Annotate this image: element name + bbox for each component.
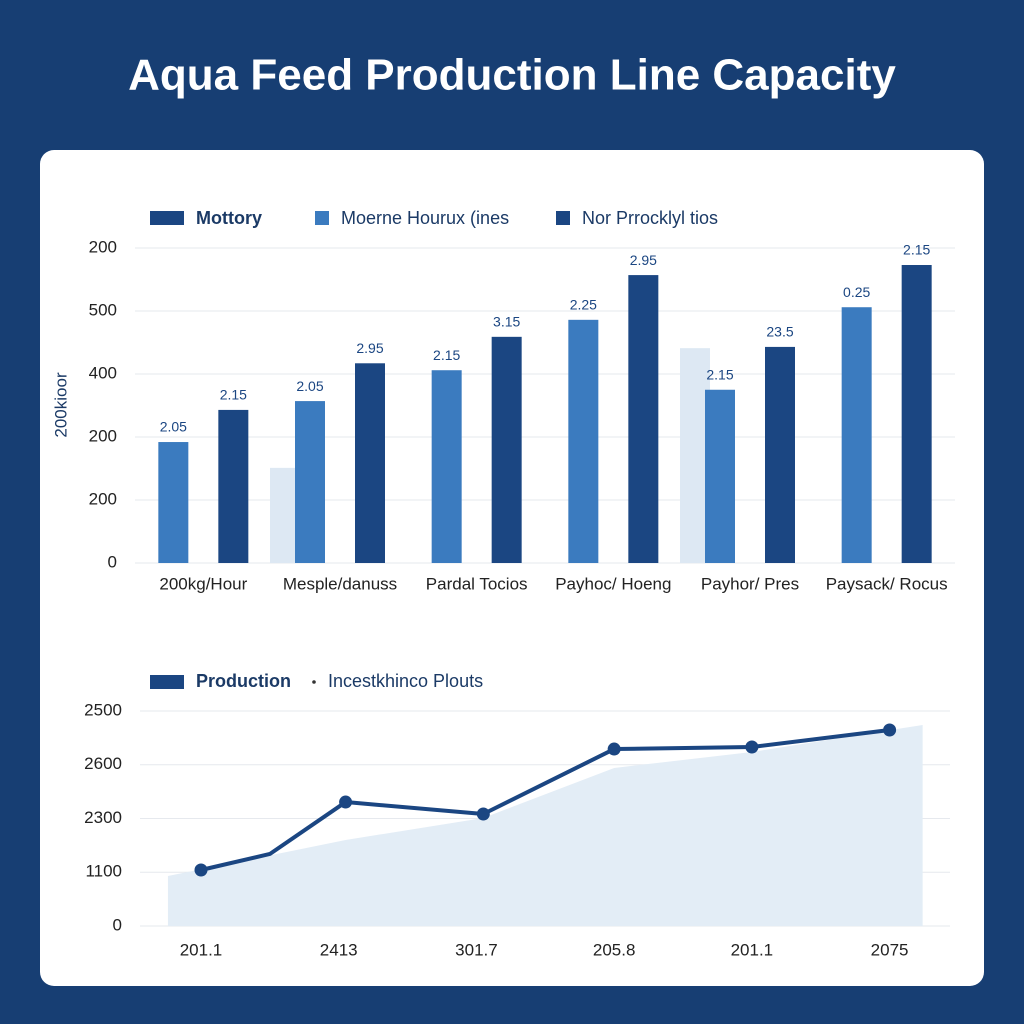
legend-label: Moerne Hourux (ines [341, 208, 509, 228]
bar-annotation: 2.05 [296, 378, 323, 394]
point [476, 807, 490, 821]
y-axis-label: 200kioor [51, 372, 70, 438]
legend-swatch [556, 211, 570, 225]
legend-label: Production [196, 671, 291, 691]
bar-annotation: 23.5 [766, 324, 793, 340]
y-tick-label: 200 [89, 489, 117, 508]
bar-annotation: 2.15 [706, 366, 733, 382]
bar [158, 442, 189, 563]
legend-label: Nor Prrocklyl tios [582, 208, 718, 228]
y-tick-label: 2600 [84, 754, 122, 773]
page-title: Aqua Feed Production Line Capacity [128, 51, 896, 100]
legend-label: Incestkhinco Plouts [328, 671, 483, 691]
x-tick-label: Payhor/ Pres [701, 574, 799, 593]
x-tick-label: 201.1 [180, 940, 223, 959]
point [607, 742, 621, 756]
bar-annotation: 2.15 [220, 387, 247, 403]
y-tick-label: 500 [89, 300, 117, 319]
legend-swatch [315, 211, 329, 225]
legend-bullet [312, 680, 316, 684]
bar [355, 363, 385, 563]
y-tick-label: 400 [89, 363, 117, 382]
bar [295, 401, 325, 563]
bar-annotation: 2.15 [903, 242, 930, 258]
y-tick-label: 0 [113, 915, 122, 934]
bar [841, 307, 872, 563]
bar-annotation: 2.15 [433, 347, 460, 363]
bar-annotation: 2.25 [570, 297, 597, 313]
bar [901, 265, 932, 563]
legend-swatch [150, 211, 184, 225]
bar-annotation: 0.25 [843, 284, 870, 300]
x-tick-label: 200kg/Hour [159, 574, 247, 593]
x-tick-label: 2075 [871, 940, 909, 959]
x-tick-label: Payhoc/ Hoeng [555, 574, 671, 593]
bar-annotation: 2.95 [630, 252, 657, 268]
bar [568, 319, 599, 563]
bar-annotation: 3.15 [493, 314, 520, 330]
x-tick-label: Mesple/danuss [283, 574, 397, 593]
x-tick-label: 205.8 [593, 940, 636, 959]
y-tick-label: 2500 [84, 700, 122, 719]
y-tick-label: 200 [89, 237, 117, 256]
y-tick-label: 2300 [84, 808, 122, 827]
legend-label: Mottory [196, 208, 262, 228]
x-tick-label: 2413 [320, 940, 358, 959]
y-tick-label: 1100 [85, 862, 122, 881]
bar [491, 336, 522, 563]
bar [431, 370, 462, 563]
x-tick-label: 201.1 [731, 940, 774, 959]
bar-annotation: 2.95 [356, 340, 383, 356]
point [883, 723, 897, 737]
x-tick-label: Pardal Tocios [426, 574, 528, 593]
x-tick-label: 301.7 [455, 940, 498, 959]
y-tick-label: 200 [89, 426, 117, 445]
bar-annotation: 2.05 [160, 419, 187, 435]
legend-swatch [150, 675, 184, 689]
bar [218, 409, 249, 563]
bar [705, 389, 735, 563]
y-tick-label: 0 [108, 552, 117, 571]
bar [628, 275, 659, 563]
point [194, 863, 208, 877]
bar [765, 346, 795, 563]
point [745, 740, 759, 754]
point [339, 795, 353, 809]
x-tick-label: Paysack/ Rocus [826, 574, 948, 593]
area [167, 724, 923, 926]
